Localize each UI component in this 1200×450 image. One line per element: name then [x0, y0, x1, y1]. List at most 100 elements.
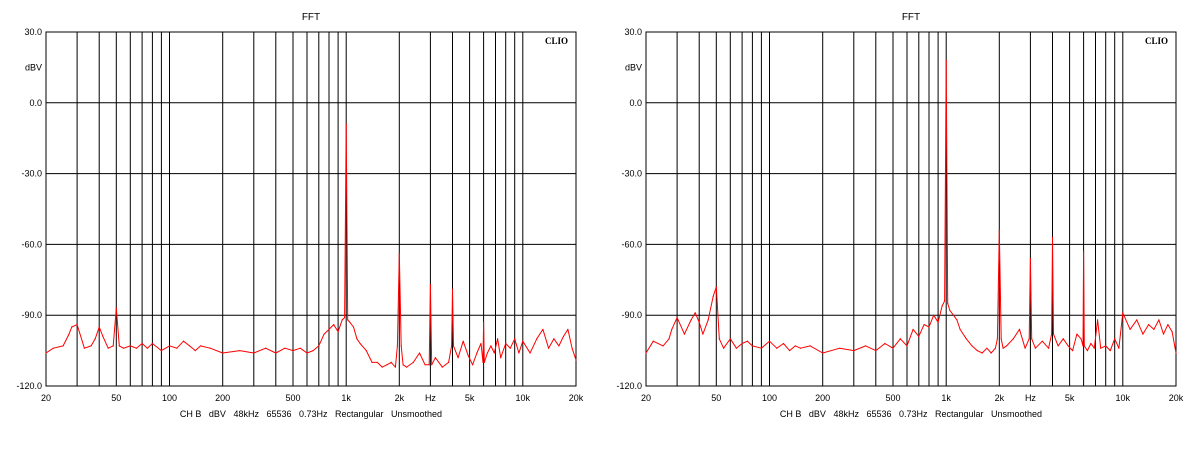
spectrum-point [253, 352, 255, 354]
y-tick-label: 0.0 [29, 98, 42, 108]
spectrum-point [1158, 319, 1160, 321]
spectrum-point [981, 352, 983, 354]
spectrum-point [1029, 258, 1031, 260]
spectrum-point [457, 357, 459, 359]
spectrum-point [571, 347, 573, 349]
spectrum-point [509, 347, 511, 349]
spectrum-point [168, 345, 171, 347]
y-unit-label: dBV [25, 62, 42, 72]
spectrum-point [359, 342, 361, 345]
spectrum-point [542, 328, 544, 330]
spectrum-point [467, 354, 469, 356]
spectrum-point [712, 295, 714, 297]
spectrum-point [451, 288, 454, 290]
spectrum-point [333, 324, 335, 326]
spectrum-point [751, 345, 754, 347]
spectrum-point [94, 338, 96, 340]
chart-title: FFT [902, 12, 920, 23]
spectrum-point [800, 347, 802, 349]
spectrum-point [1076, 333, 1078, 335]
spectrum-point [933, 314, 935, 316]
x-tick-label: 20 [41, 393, 51, 403]
spectrum-point [776, 347, 778, 349]
spectrum-point [1067, 345, 1069, 347]
spectrum-point [1122, 312, 1124, 314]
spectrum-point [522, 340, 524, 342]
spectrum-point [151, 342, 153, 345]
spectrum-point [1090, 342, 1092, 345]
spectrum-point [141, 342, 143, 345]
spectrum-point [1129, 328, 1131, 330]
y-tick-label: -60.0 [621, 239, 642, 249]
spectrum-point [160, 350, 162, 352]
spectrum-point [558, 345, 560, 347]
spectrum-point [194, 350, 196, 352]
y-tick-label: -120.0 [616, 381, 642, 391]
spectrum-point [429, 283, 431, 286]
spectrum-point [1083, 250, 1085, 253]
spectrum-point [71, 326, 73, 328]
spectrum-point [52, 347, 54, 349]
spectrum-point [118, 345, 120, 347]
spectrum-point [312, 350, 314, 352]
spectrum-trace [45, 123, 577, 368]
spectrum-point [400, 345, 402, 347]
spectrum-point [1083, 345, 1085, 347]
spectrum-point [690, 319, 692, 321]
x-tick-label: 5k [1065, 393, 1075, 403]
spectrum-point [1072, 350, 1074, 352]
spectrum-point [884, 342, 886, 345]
spectrum-point [839, 347, 841, 349]
spectrum-point [1086, 350, 1088, 352]
spectrum-point [68, 333, 70, 335]
spectrum-point [275, 352, 277, 354]
spectrum-point [956, 319, 958, 321]
spectrum-point [937, 321, 939, 323]
spectrum-point [394, 366, 396, 368]
spectrum-point [1142, 333, 1144, 335]
spectrum-point [1031, 338, 1033, 340]
spectrum-point [965, 338, 967, 340]
spectrum-point [959, 328, 961, 330]
spectrum-point [1114, 338, 1116, 340]
spectrum-point [265, 347, 267, 349]
spectrum-point [746, 340, 749, 342]
fft-panel-right: FFT CLIO 30.0 0.0 -30.0 -60.0 -90.0 -120.0 dBV 20… [616, 12, 1183, 419]
clio-logo: CLIO [1145, 36, 1168, 46]
spectrum-point [715, 286, 717, 288]
spectrum-point [1105, 345, 1107, 347]
spectrum-point [386, 364, 388, 366]
spectrum-point [944, 300, 946, 302]
spectrum-point [452, 345, 455, 347]
spectrum-point [98, 326, 100, 328]
spectrum-point [189, 345, 191, 347]
spectrum-point [952, 314, 955, 316]
x-tick-label: 2k [995, 393, 1005, 403]
plot-frame [645, 31, 1177, 387]
y-tick-label: -120.0 [16, 381, 42, 391]
spectrum-point [356, 338, 358, 340]
x-tick-label: 50 [711, 393, 721, 403]
spectrum-point [529, 352, 531, 354]
spectrum-point [483, 321, 485, 323]
y-tick-label: -60.0 [21, 239, 42, 249]
spectrum-point [352, 326, 355, 328]
spectrum-point [707, 319, 709, 321]
spectrum-point [794, 345, 796, 347]
spectrum-point [490, 345, 492, 347]
spectrum-point [222, 352, 224, 354]
spectrum-point [441, 366, 443, 368]
spectrum-point [424, 364, 426, 366]
spectrum-point [1012, 338, 1014, 340]
spectrum-point [671, 328, 673, 330]
spectrum-point [735, 347, 738, 349]
spectrum-point [1080, 338, 1082, 340]
spectrum-point [115, 307, 117, 309]
spectrum-point [434, 357, 436, 359]
x-tick-label: 500 [285, 393, 300, 403]
spectrum-point [906, 345, 908, 347]
spectrum-point [789, 350, 791, 352]
spectrum-point [390, 361, 392, 363]
spectrum-point [729, 338, 731, 340]
y-tick-label: 30.0 [24, 27, 42, 37]
